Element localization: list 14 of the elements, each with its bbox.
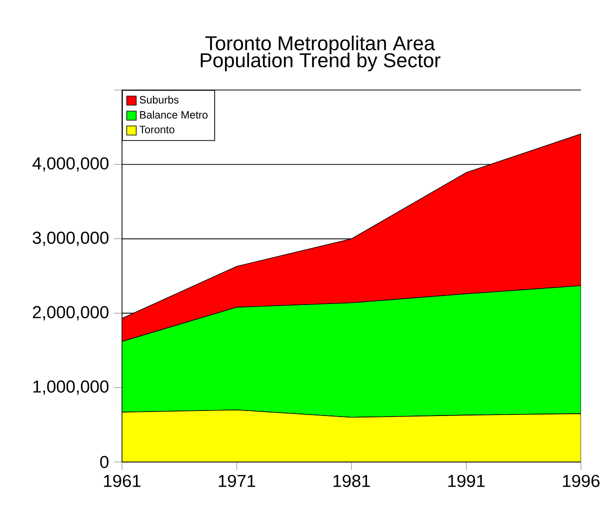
legend-label: Balance Metro (140, 110, 208, 119)
x-tick-label: 1961 (104, 474, 140, 488)
y-tick-label: 1,000,000 (33, 380, 108, 395)
x-tick-label: 1991 (448, 474, 485, 488)
x-tick-label: 1996 (563, 474, 600, 488)
x-tick-label: 1981 (334, 474, 370, 488)
x-tick-label: 1971 (218, 474, 256, 488)
y-tick-label: 0 (100, 456, 108, 468)
y-tick-label: 4,000,000 (32, 157, 108, 172)
legend-label: Toronto (139, 126, 174, 134)
legend-label: Suburbs (140, 96, 179, 104)
chart-subtitle: Population Trend by Sector (200, 52, 440, 72)
y-tick-label: 2,000,000 (32, 306, 108, 320)
y-tick-label: 3,000,000 (32, 232, 108, 246)
